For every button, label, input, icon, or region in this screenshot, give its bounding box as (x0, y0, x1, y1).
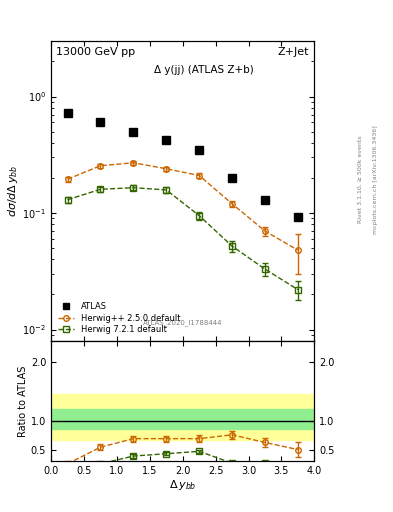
Text: Δ y(jj) (ATLAS Z+b): Δ y(jj) (ATLAS Z+b) (154, 65, 254, 75)
Y-axis label: Ratio to ATLAS: Ratio to ATLAS (18, 365, 28, 437)
ATLAS (131, 129, 136, 135)
ATLAS (197, 146, 202, 153)
ATLAS (98, 119, 103, 125)
Legend: ATLAS, Herwig++ 2.5.0 default, Herwig 7.2.1 default: ATLAS, Herwig++ 2.5.0 default, Herwig 7.… (55, 300, 183, 337)
Text: 13000 GeV pp: 13000 GeV pp (56, 47, 136, 57)
X-axis label: $\Delta\,y_{bb}$: $\Delta\,y_{bb}$ (169, 478, 196, 493)
ATLAS (263, 197, 267, 203)
ATLAS (164, 137, 169, 143)
Line: ATLAS: ATLAS (64, 110, 302, 221)
ATLAS (296, 214, 300, 220)
ATLAS (65, 110, 70, 116)
ATLAS (230, 175, 235, 181)
Text: ATLAS_2020_I1788444: ATLAS_2020_I1788444 (143, 319, 222, 326)
Y-axis label: $d\sigma/d\Delta\,y_{bb}$: $d\sigma/d\Delta\,y_{bb}$ (6, 165, 20, 217)
Text: Z+Jet: Z+Jet (277, 47, 309, 57)
Text: mcplots.cern.ch [arXiv:1306.3436]: mcplots.cern.ch [arXiv:1306.3436] (373, 125, 378, 233)
Text: Rivet 3.1.10, ≥ 500k events: Rivet 3.1.10, ≥ 500k events (358, 135, 363, 223)
